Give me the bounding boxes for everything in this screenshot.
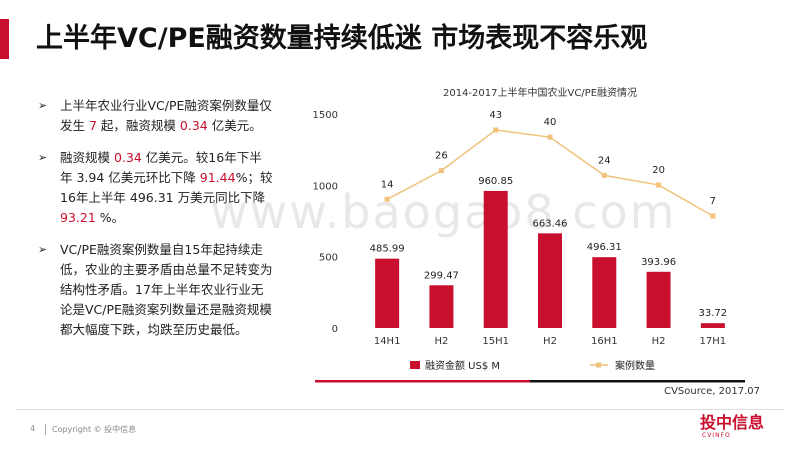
bullet-1-text-a: 上半年农业行业VC/PE融资案例数量仅发生 <box>60 98 272 133</box>
chart-accent-dark <box>530 380 745 383</box>
logo-text: 投中信息 <box>700 413 765 432</box>
line-label-6: 7 <box>710 196 716 207</box>
bar-4 <box>592 257 617 328</box>
bar-label-1: 299.47 <box>424 270 459 281</box>
bullet-list: ➢ 上半年农业行业VC/PE融资案例数量仅发生 7 起，融资规模 0.34 亿美… <box>36 96 274 352</box>
title-accent-bar <box>0 19 9 59</box>
line-point-2 <box>493 127 499 133</box>
y-tick-label: 0 <box>332 324 338 335</box>
bar-label-5: 393.96 <box>641 257 676 268</box>
line-point-5 <box>656 182 662 188</box>
line-label-0: 14 <box>381 179 394 190</box>
line-point-0 <box>384 196 390 202</box>
line-point-3 <box>547 134 553 140</box>
bullet-1-count: 7 <box>88 118 97 133</box>
bullet-3: ➢ VC/PE融资案例数量自15年起持续走低，农业的主要矛盾由总量不足转变为结构… <box>36 240 274 340</box>
arrow-bullet-icon: ➢ <box>38 99 48 112</box>
bullet-1-text-c: 亿美元。 <box>207 118 262 133</box>
line-label-1: 26 <box>435 151 448 162</box>
bullet-2-text-d: %。 <box>95 210 125 225</box>
page-title: 上半年VC/PE融资数量持续低迷 市场表现不容乐观 <box>36 23 648 54</box>
bullet-2-text-c: %；较16年上半年 496.31 万美元同比下降 <box>60 170 273 205</box>
x-tick-label-3: H2 <box>543 336 557 347</box>
legend-line-marker <box>596 362 601 368</box>
cvinfo-logo: 投中信息 CVINFO <box>700 414 764 442</box>
bar-label-2: 960.85 <box>478 176 513 187</box>
bar-0 <box>375 258 400 328</box>
bullet-2-text-b: 亿美元。较16年下半年 3.94 亿美元环比下降 <box>60 150 262 185</box>
bar-label-3: 663.46 <box>533 218 568 229</box>
line-point-6 <box>710 213 716 219</box>
x-tick-label-1: H2 <box>434 336 448 347</box>
line-point-1 <box>438 168 444 174</box>
bar-1 <box>429 285 454 328</box>
footer-divider <box>16 409 784 410</box>
bullet-3-text: VC/PE融资案例数量自15年起持续走低，农业的主要矛盾由总量不足转变为结构性矛… <box>60 242 273 337</box>
arrow-bullet-icon: ➢ <box>38 243 48 256</box>
y-tick-label: 500 <box>319 253 338 264</box>
bar-2 <box>483 190 508 328</box>
arrow-bullet-icon: ➢ <box>38 151 48 164</box>
bar-5 <box>646 271 671 328</box>
bullet-1: ➢ 上半年农业行业VC/PE融资案例数量仅发生 7 起，融资规模 0.34 亿美… <box>36 96 274 136</box>
x-tick-label-4: 16H1 <box>591 336 618 347</box>
bullet-2-pct-b: 93.21 <box>60 210 96 225</box>
chart-accent-red <box>315 380 530 383</box>
bullet-2-text-a: 融资规模 <box>60 150 114 165</box>
logo-subtext: CVINFO <box>702 432 731 439</box>
x-tick-label-6: 17H1 <box>700 336 727 347</box>
bullet-2-amount: 0.34 <box>113 150 142 165</box>
y-tick-label: 1000 <box>313 181 338 192</box>
bar-label-6: 33.72 <box>699 308 728 319</box>
y-tick-label: 1500 <box>313 110 338 121</box>
line-label-4: 24 <box>598 155 611 166</box>
line-point-4 <box>601 172 607 178</box>
page-number: 4 <box>30 424 36 433</box>
combo-chart: 0 500 1000 1500 485.99 14H1 299.47 H2 960.85 15H1… <box>313 110 745 383</box>
legend-line-label: 案例数量 <box>615 359 655 372</box>
bar-label-0: 485.99 <box>370 244 405 255</box>
legend-bar-swatch <box>410 361 420 369</box>
line-label-5: 20 <box>652 165 665 176</box>
x-tick-label-5: H2 <box>652 336 666 347</box>
bullet-1-text-b: 起，融资规模 <box>96 118 180 133</box>
x-tick-label-2: 15H1 <box>482 336 509 347</box>
bullet-2-pct-a: 91.44 <box>199 170 236 185</box>
bar-label-4: 496.31 <box>587 242 622 253</box>
bullet-2: ➢ 融资规模 0.34 亿美元。较16年下半年 3.94 亿美元环比下降 91.… <box>36 148 274 228</box>
chart-title: 2014-2017上半年中国农业VC/PE融资情况 <box>442 88 638 99</box>
copyright-text: Copyright © 投中信息 <box>45 424 136 435</box>
bar-6 <box>700 323 725 328</box>
source-note: CVSource, 2017.07 <box>664 386 760 397</box>
line-label-2: 43 <box>489 110 502 121</box>
x-tick-label-0: 14H1 <box>374 336 401 347</box>
bar-3 <box>538 233 562 328</box>
legend-bar-label: 融资金额 US$ M <box>425 359 500 372</box>
line-label-3: 40 <box>544 117 557 128</box>
bullet-1-amount: 0.34 <box>179 118 208 133</box>
